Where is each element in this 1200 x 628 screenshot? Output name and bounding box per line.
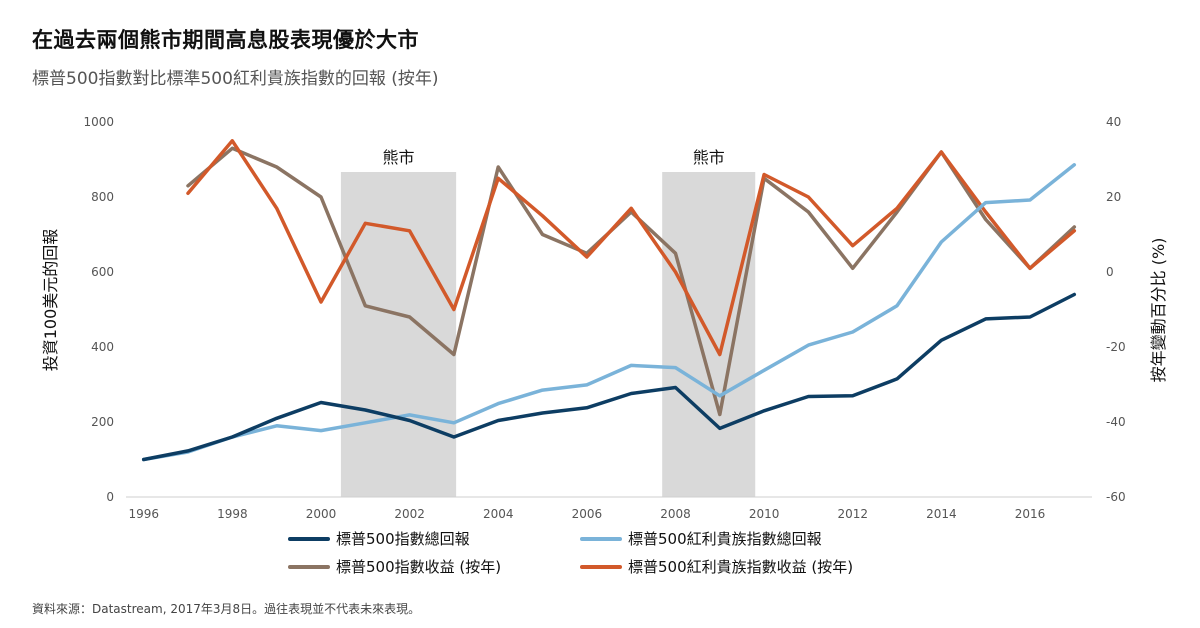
x-tick-label: 2008 xyxy=(660,507,691,521)
left-axis-title: 投資100美元的回報 xyxy=(41,229,60,372)
left-tick-label: 1000 xyxy=(83,115,114,129)
x-tick-label: 2010 xyxy=(749,507,780,521)
chart-title: 在過去兩個熊市期間高息股表現優於大市 xyxy=(32,28,419,52)
left-axis-ticks: 0 200 400 600 800 1000 xyxy=(83,115,114,504)
x-tick-label: 1998 xyxy=(217,507,248,521)
x-tick-label: 1996 xyxy=(128,507,159,521)
left-tick-label: 600 xyxy=(91,265,114,279)
x-axis-ticks: 1996 1998 2000 2002 2004 2006 2008 2010 2012 2014… xyxy=(128,507,1045,521)
right-tick-label: 20 xyxy=(1106,190,1121,204)
chart: 熊市 熊市 0 200 400 600 800 1000 -60 -40 -20 0 20 40 19… xyxy=(41,115,1168,576)
left-tick-label: 400 xyxy=(91,340,114,354)
x-tick-label: 2000 xyxy=(306,507,337,521)
legend-label: 標普500紅利貴族指數總回報 xyxy=(628,530,822,548)
legend-label: 標普500指數收益 (按年) xyxy=(336,558,501,576)
x-tick-label: 2014 xyxy=(926,507,957,521)
right-tick-label: -40 xyxy=(1106,415,1126,429)
series-lines xyxy=(141,139,1077,462)
left-tick-label: 800 xyxy=(91,190,114,204)
x-tick-label: 2002 xyxy=(394,507,425,521)
right-tick-label: 0 xyxy=(1106,265,1114,279)
left-tick-label: 200 xyxy=(91,415,114,429)
left-tick-label: 0 xyxy=(106,490,114,504)
series-line xyxy=(186,146,1077,417)
x-tick-label: 2006 xyxy=(572,507,603,521)
right-tick-label: -20 xyxy=(1106,340,1126,354)
series-line xyxy=(186,139,1077,357)
legend-label: 標普500紅利貴族指數收益 (按年) xyxy=(628,558,853,576)
series-line xyxy=(141,163,1077,462)
bear-market-label: 熊市 xyxy=(693,148,725,167)
source-footnote: 資料來源：Datastream, 2017年3月8日。過往表現並不代表未來表現。 xyxy=(32,602,421,616)
bear-market-bands: 熊市 熊市 xyxy=(340,148,756,497)
bear-market-band xyxy=(340,172,457,497)
bear-market-label: 熊市 xyxy=(383,148,415,167)
right-tick-label: -60 xyxy=(1106,490,1126,504)
chart-subtitle: 標普500指數對比標準500紅利貴族指數的回報 (按年) xyxy=(32,69,439,89)
x-tick-label: 2004 xyxy=(483,507,514,521)
x-tick-label: 2012 xyxy=(837,507,868,521)
legend-label: 標普500指數總回報 xyxy=(336,530,470,548)
x-tick-label: 2016 xyxy=(1015,507,1046,521)
right-tick-label: 40 xyxy=(1106,115,1121,129)
right-axis-title: 按年變動百分比 (%) xyxy=(1149,238,1168,383)
series-line xyxy=(141,292,1077,462)
right-axis-ticks: -60 -40 -20 0 20 40 xyxy=(1106,115,1126,504)
